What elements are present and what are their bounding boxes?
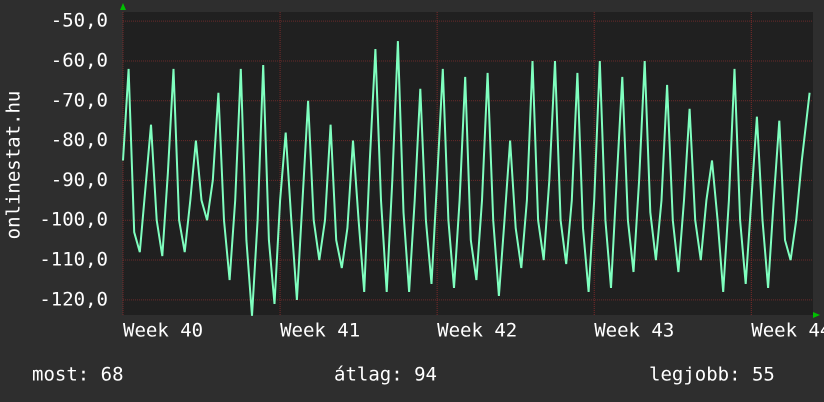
y-tick-label: -120,0 — [39, 288, 108, 310]
x-tick-label: Week 41 — [280, 320, 360, 342]
y-tick-label: -50,0 — [51, 10, 108, 32]
y-tick-label: -110,0 — [39, 249, 108, 271]
y-tick-label: -70,0 — [51, 89, 108, 111]
footer-best: legjobb: 55 — [649, 364, 775, 386]
x-tick-label: Week 40 — [123, 320, 203, 342]
y-tick-label: -60,0 — [51, 49, 108, 71]
y-tick-label: -100,0 — [39, 209, 108, 231]
axis-arrow — [120, 3, 126, 10]
axis-arrow — [813, 312, 820, 318]
x-tick-label: Week 42 — [437, 320, 517, 342]
footer-average: átlag: 94 — [334, 364, 437, 386]
y-tick-label: -80,0 — [51, 129, 108, 151]
y-tick-label: -90,0 — [51, 169, 108, 191]
x-tick-label: Week 43 — [594, 320, 674, 342]
data-line — [122, 41, 811, 316]
footer-current: most: 68 — [32, 364, 124, 386]
y-axis-label: onlinestat.hu — [3, 91, 25, 240]
grid — [122, 12, 813, 315]
x-tick-label: Week 44 — [751, 320, 824, 342]
plot — [122, 41, 811, 316]
